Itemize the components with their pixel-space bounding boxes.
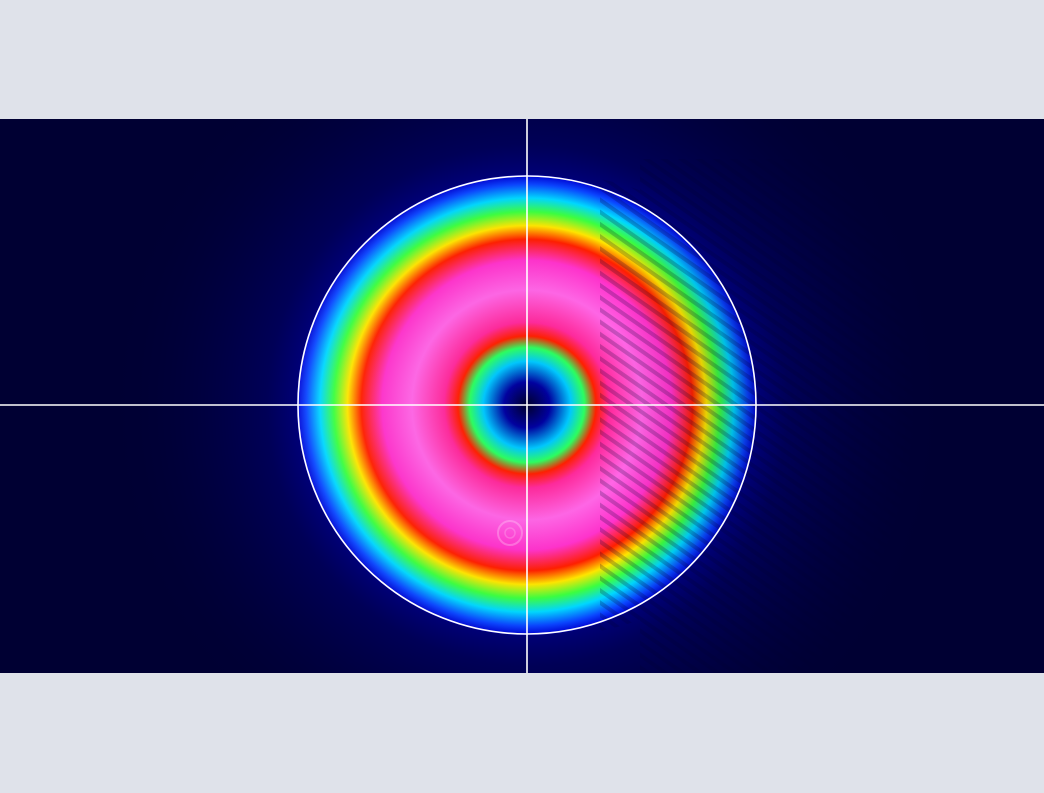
beam-profile-image — [0, 119, 1044, 673]
dust-diffraction-spot-inner — [504, 527, 516, 539]
bottom-margin — [0, 673, 1044, 793]
beam-profile-viewport[interactable] — [0, 119, 1044, 673]
top-margin — [0, 0, 1044, 119]
dust-diffraction-spot — [497, 520, 523, 546]
interference-fringes — [600, 159, 1044, 673]
